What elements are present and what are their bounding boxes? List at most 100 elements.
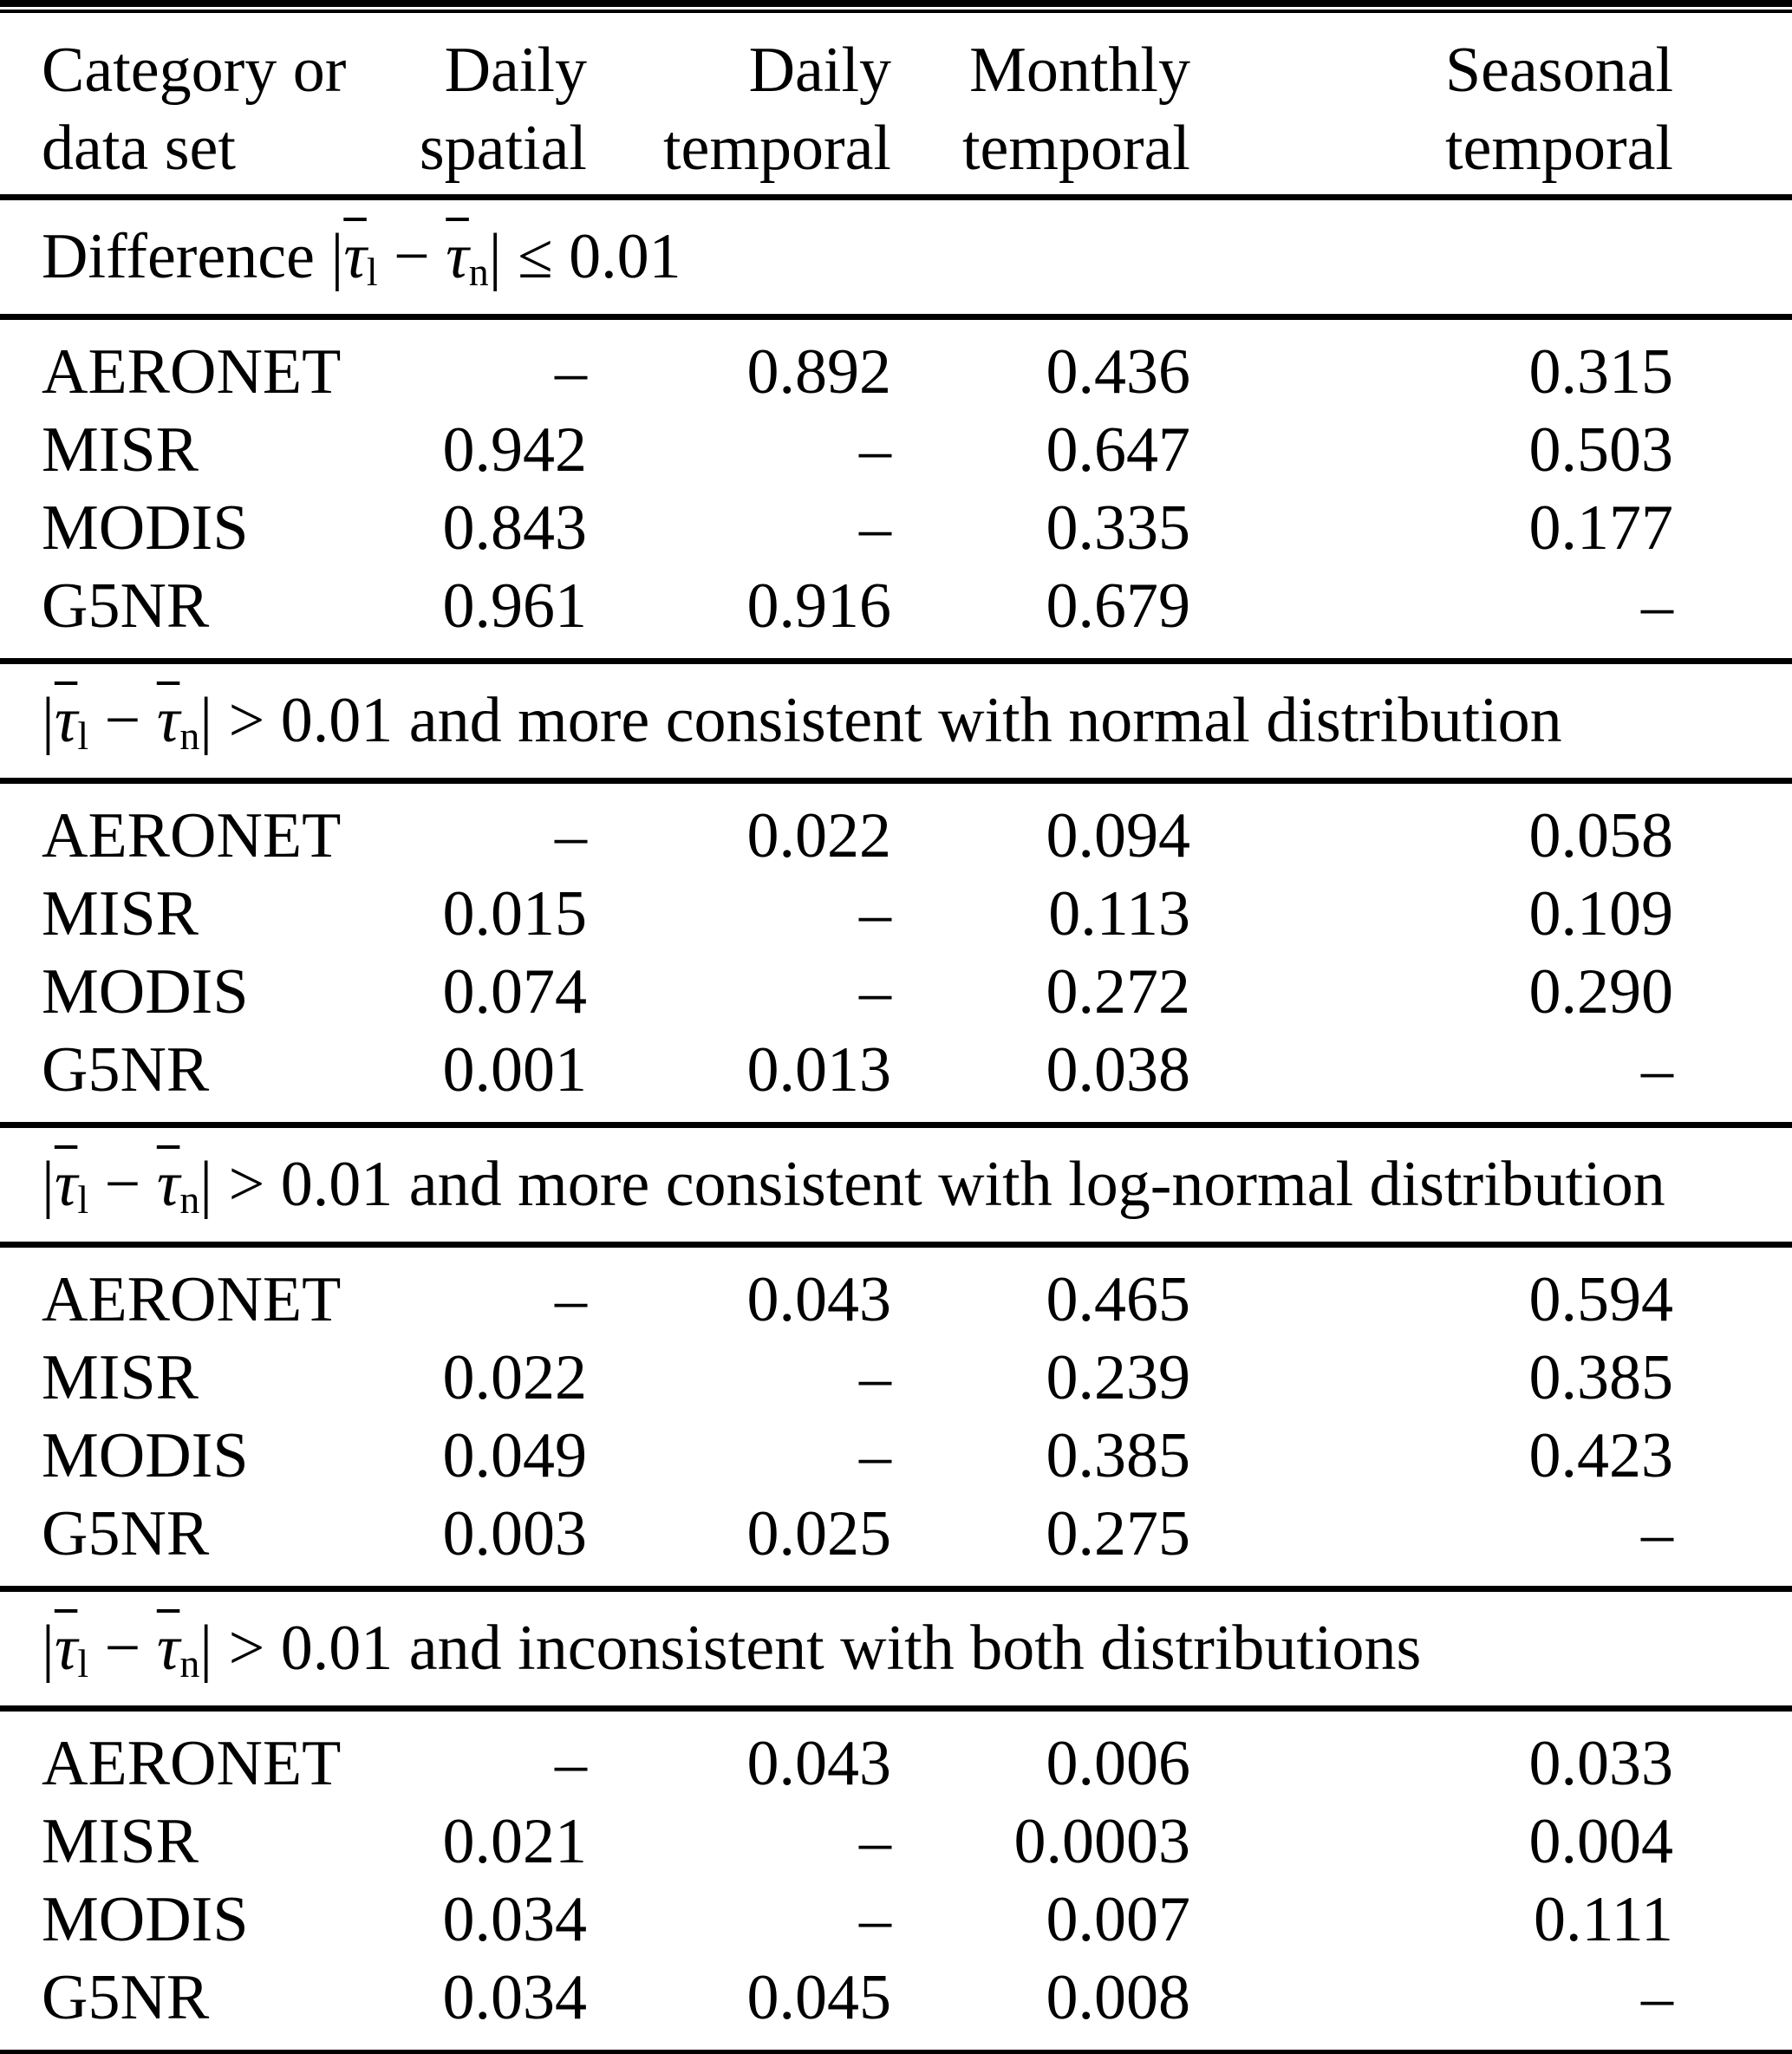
value-cell: –: [859, 1420, 891, 1491]
section-title: Difference |τl − τn| ≤ 0.01: [0, 200, 1792, 314]
value-cell: 0.0003: [1013, 1806, 1191, 1877]
section-title-condition: > 0.01 and more consistent with log-norm…: [212, 1149, 1665, 1220]
abs-bar-close: |: [199, 685, 213, 756]
section-title-rule: [0, 778, 1792, 784]
row-label: MISR: [42, 878, 199, 949]
value-cell: 0.034: [442, 1884, 588, 1955]
section-rows: AERONET –0.043 0.465 0.594 MISR 0.022–0.239 0.…: [0, 1248, 1792, 1586]
value-cell: –: [1641, 1034, 1673, 1105]
header-line: spatial: [419, 113, 587, 184]
tau-bar-l-symbol: τ: [343, 221, 367, 292]
value-cell: 0.043: [746, 1264, 892, 1335]
section-title-rule: [0, 1705, 1792, 1712]
row-label: MODIS: [42, 492, 249, 564]
value-cell: –: [859, 878, 891, 949]
value-cell: 0.001: [442, 1034, 588, 1105]
header-line: Daily: [748, 35, 891, 106]
tau-subscript-l: l: [77, 714, 89, 759]
value-cell: 0.043: [746, 1728, 892, 1799]
section-rule: [0, 1586, 1792, 1592]
value-cell: –: [859, 1806, 891, 1877]
value-cell: 0.275: [1046, 1498, 1191, 1569]
tau-bar-n-symbol: τ: [156, 1613, 180, 1684]
section-rows: AERONET –0.022 0.094 0.058 MISR 0.015–0.113 0.…: [0, 784, 1792, 1122]
value-cell: –: [859, 414, 891, 486]
value-cell: 0.113: [1048, 878, 1190, 949]
value-cell: –: [1641, 1962, 1673, 2033]
row-label: G5NR: [42, 571, 210, 642]
minus-sign: −: [377, 221, 446, 292]
abs-bar-close: |: [488, 221, 502, 292]
row-label: MISR: [42, 1342, 199, 1413]
section-rows: AERONET –0.892 0.436 0.315 MISR 0.942–0.647 0.…: [0, 320, 1792, 658]
value-cell: –: [555, 336, 587, 408]
value-cell: 0.843: [442, 492, 588, 564]
row-label: G5NR: [42, 1962, 210, 2033]
value-cell: –: [555, 1264, 587, 1335]
section-title: |τl − τn| > 0.01 and more consistent wit…: [0, 664, 1792, 778]
row-label: G5NR: [42, 1498, 210, 1569]
value-cell: –: [859, 1884, 891, 1955]
value-cell: 0.335: [1046, 492, 1191, 564]
tau-bar-n-symbol: τ: [446, 221, 469, 292]
value-cell: 0.022: [442, 1342, 588, 1413]
value-cell: 0.058: [1528, 800, 1674, 871]
row-label: AERONET: [42, 1728, 342, 1799]
top-rule-thick: [0, 0, 1792, 7]
header-line: Seasonal: [1444, 35, 1673, 106]
value-cell: 0.025: [746, 1498, 892, 1569]
abs-bar-open: |: [42, 1613, 55, 1684]
abs-bar-close: |: [199, 1149, 213, 1220]
tau-subscript-l: l: [77, 1177, 89, 1223]
value-cell: 0.385: [1528, 1342, 1674, 1413]
value-cell: 0.679: [1046, 571, 1191, 642]
value-cell: 0.094: [1046, 800, 1191, 871]
value-cell: 0.436: [1046, 336, 1191, 408]
value-cell: 0.594: [1528, 1264, 1674, 1335]
value-cell: 0.008: [1046, 1962, 1191, 2033]
table-header: Category or data set Daily spatial Daily…: [0, 13, 1792, 194]
value-cell: 0.007: [1046, 1884, 1191, 1955]
value-cell: 0.177: [1528, 492, 1674, 564]
row-label: G5NR: [42, 1034, 210, 1105]
value-cell: –: [859, 492, 891, 564]
header-line: Category or: [42, 35, 347, 106]
abs-bar-open: |: [42, 1149, 55, 1220]
header-cell-category: Category or data set: [42, 31, 414, 187]
section-rule: [0, 658, 1792, 664]
header-line: Daily: [444, 35, 587, 106]
header-line: data set: [42, 113, 236, 184]
value-cell: 0.015: [442, 878, 588, 949]
value-cell: –: [859, 1342, 891, 1413]
tau-subscript-n: n: [179, 1641, 200, 1686]
tau-bar-l-symbol: τ: [54, 685, 78, 756]
section-title-prefix: Difference: [42, 221, 331, 292]
tau-subscript-l: l: [77, 1641, 89, 1686]
value-cell: 0.021: [442, 1806, 588, 1877]
value-cell: 0.049: [442, 1420, 588, 1491]
table-sections: Difference |τl − τn| ≤ 0.01 AERONET –0.892…: [0, 200, 1792, 2054]
header-rule: [0, 194, 1792, 200]
section-title-condition: ≤ 0.01: [501, 221, 681, 292]
tau-bar-l-symbol: τ: [54, 1613, 78, 1684]
row-label: AERONET: [42, 336, 342, 408]
value-cell: 0.004: [1528, 1806, 1674, 1877]
value-cell: 0.961: [442, 571, 588, 642]
value-cell: 0.503: [1528, 414, 1674, 486]
minus-sign: −: [88, 1613, 157, 1684]
header-line: temporal: [662, 113, 891, 184]
minus-sign: −: [88, 1149, 157, 1220]
row-label: MODIS: [42, 1884, 249, 1955]
row-label: MISR: [42, 414, 199, 486]
section-title: |τl − τn| > 0.01 and more consistent wit…: [0, 1128, 1792, 1242]
value-cell: 0.315: [1528, 336, 1674, 408]
value-cell: –: [859, 956, 891, 1027]
header-line: temporal: [961, 113, 1190, 184]
section-title-rule: [0, 1242, 1792, 1248]
row-label: MODIS: [42, 956, 249, 1027]
header-line: temporal: [1444, 113, 1673, 184]
value-cell: 0.892: [746, 336, 892, 408]
value-cell: 0.272: [1046, 956, 1191, 1027]
top-rule-gap: [0, 7, 1792, 10]
